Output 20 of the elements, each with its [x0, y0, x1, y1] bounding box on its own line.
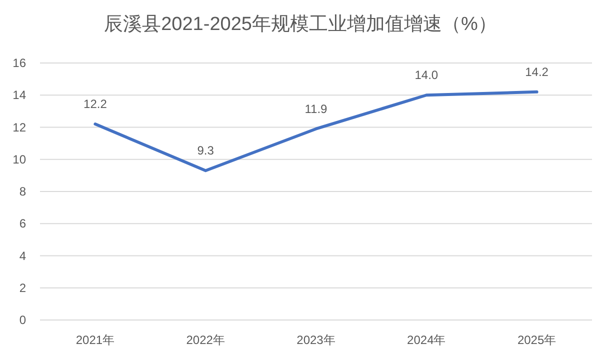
ytick: 2 — [19, 280, 26, 295]
ytick: 8 — [19, 184, 26, 198]
title: 辰溪县2021-2025年规模工业增加值增速（%） — [104, 14, 497, 35]
ytick: 10 — [12, 152, 26, 166]
data-label: 14.2 — [525, 64, 548, 79]
ytick: 6 — [19, 216, 26, 231]
xtick: 2021年 — [76, 333, 115, 347]
data-label: 12.2 — [84, 97, 107, 112]
xtick: 2024年 — [407, 333, 446, 347]
xtick: 2025年 — [517, 333, 556, 347]
xtick: 2023年 — [296, 333, 336, 347]
ytick: 16 — [12, 56, 26, 70]
ytick: 0 — [19, 313, 26, 327]
xtick: 2022年 — [186, 333, 225, 347]
data-label: 9.3 — [197, 144, 214, 158]
ytick: 4 — [19, 248, 26, 263]
ytick: 14 — [12, 88, 26, 102]
data-label: 14.0 — [414, 68, 438, 82]
data-label: 11.9 — [304, 102, 328, 116]
ytick: 12 — [12, 120, 26, 134]
